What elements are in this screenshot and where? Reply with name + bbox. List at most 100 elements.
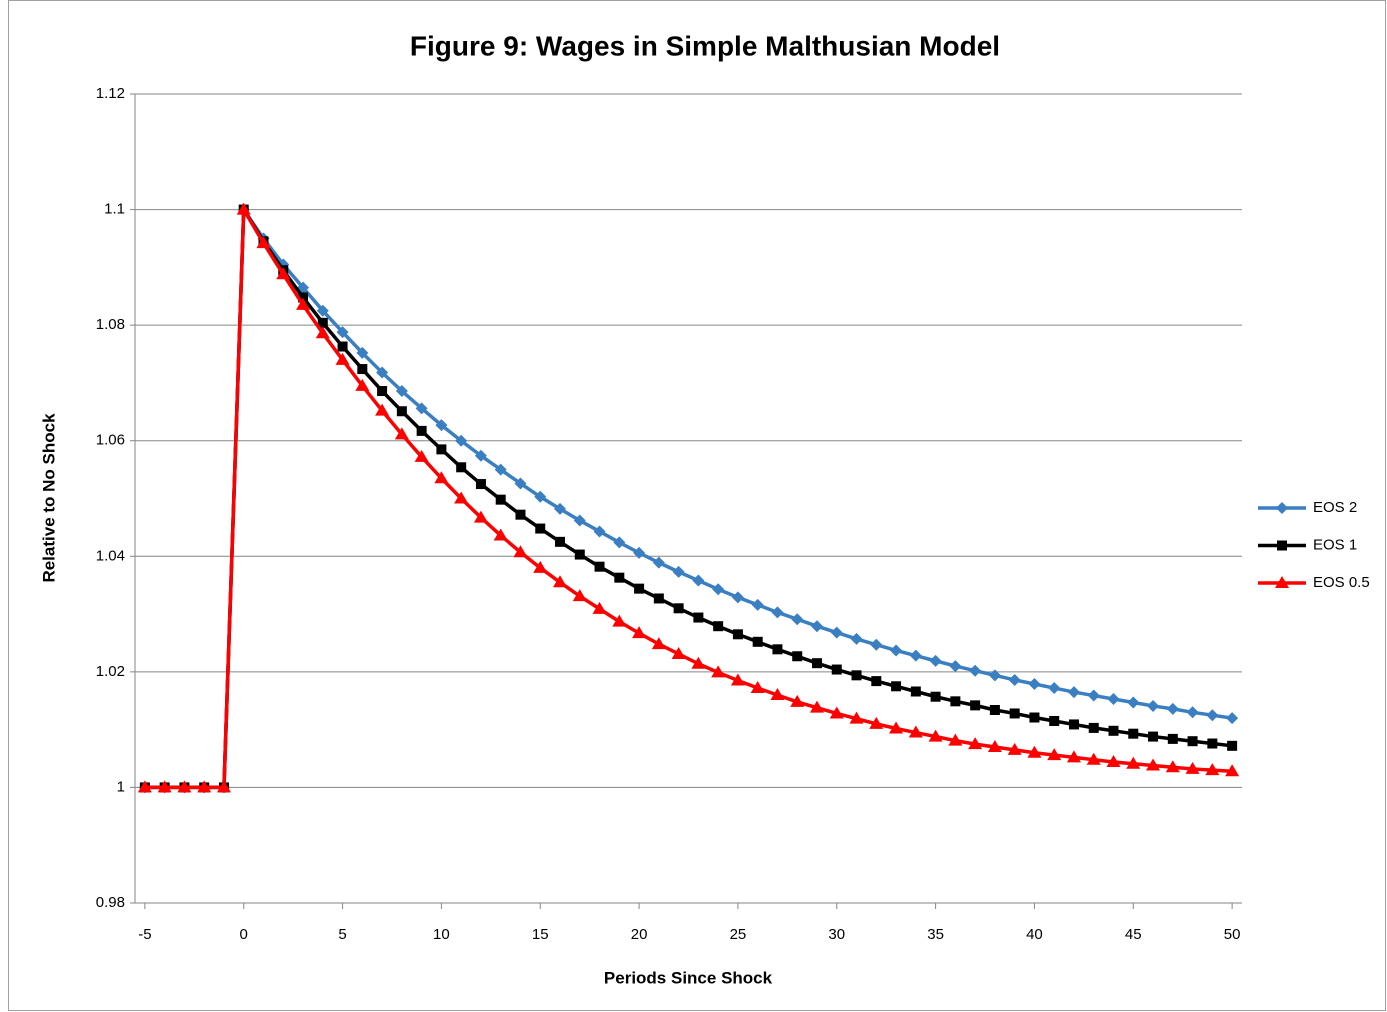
marker [869, 716, 884, 729]
marker [732, 629, 743, 640]
marker [672, 565, 685, 578]
marker [475, 479, 486, 490]
x-tick-label: 45 [1125, 926, 1142, 943]
marker [987, 739, 1002, 752]
marker [574, 549, 585, 560]
marker [137, 780, 152, 793]
marker [1007, 742, 1022, 755]
x-tick-label: 5 [338, 926, 346, 943]
marker [830, 626, 843, 639]
x-tick-label: 40 [1026, 926, 1043, 943]
x-tick-label: 30 [828, 926, 845, 943]
marker [177, 780, 192, 793]
marker [1067, 686, 1080, 699]
x-tick-label: -5 [138, 926, 151, 943]
marker [396, 406, 407, 417]
marker [652, 556, 665, 569]
marker [533, 560, 548, 573]
marker [593, 525, 606, 538]
marker [731, 591, 744, 604]
marker [791, 613, 804, 626]
marker [771, 606, 784, 619]
marker [1225, 764, 1240, 777]
marker [336, 326, 349, 339]
marker [1009, 708, 1020, 719]
marker [613, 536, 626, 549]
marker [693, 612, 704, 623]
marker [692, 574, 705, 587]
marker [495, 494, 506, 505]
marker [1166, 702, 1179, 715]
marker [395, 385, 408, 398]
marker [809, 700, 824, 713]
x-tick-label: 20 [631, 926, 648, 943]
chart-title: Figure 9: Wages in Simple Malthusian Mod… [410, 30, 1000, 61]
marker [414, 449, 429, 462]
marker [614, 572, 625, 583]
marker [1108, 725, 1119, 736]
marker [416, 425, 427, 436]
marker [1276, 502, 1288, 514]
marker [573, 514, 586, 527]
marker [415, 402, 428, 415]
x-tick-label: 50 [1224, 926, 1241, 943]
marker [216, 780, 231, 793]
marker [375, 403, 390, 416]
marker [772, 644, 783, 655]
y-tick-label: 0.98 [96, 894, 125, 911]
marker [871, 676, 882, 687]
y-axis-title: Relative to No Shock [39, 413, 58, 583]
marker [651, 637, 666, 650]
marker [713, 621, 724, 632]
marker [811, 658, 822, 669]
marker [891, 681, 902, 692]
marker [1106, 755, 1121, 768]
y-tick-label: 1.04 [96, 547, 125, 564]
marker [376, 366, 389, 379]
marker [851, 670, 862, 681]
marker [554, 502, 567, 515]
marker [514, 477, 527, 490]
legend-label: EOS 0.5 [1313, 574, 1370, 591]
marker [434, 471, 449, 484]
marker [1205, 763, 1220, 776]
marker [1206, 709, 1219, 722]
marker [950, 696, 961, 707]
marker [691, 656, 706, 669]
y-tick-label: 1.06 [96, 432, 125, 449]
marker [1027, 745, 1042, 758]
marker [1148, 731, 1159, 742]
marker [673, 603, 684, 614]
marker [910, 686, 921, 697]
marker [970, 700, 981, 711]
marker [435, 419, 448, 432]
marker [850, 632, 863, 645]
marker [1088, 722, 1099, 733]
marker [1167, 733, 1178, 744]
x-tick-label: 10 [433, 926, 450, 943]
marker [711, 665, 726, 678]
marker [1128, 728, 1139, 739]
marker [948, 733, 963, 746]
y-tick-label: 1.1 [104, 201, 125, 218]
marker [1028, 677, 1041, 690]
marker [632, 626, 647, 639]
marker [889, 721, 904, 734]
x-tick-label: 15 [532, 926, 549, 943]
marker [1008, 673, 1021, 686]
marker [989, 704, 1000, 715]
marker [1066, 750, 1081, 763]
y-tick-label: 1.12 [96, 85, 125, 102]
marker [870, 638, 883, 651]
marker [473, 510, 488, 523]
marker [1146, 758, 1161, 771]
marker [929, 654, 942, 667]
marker [592, 601, 607, 614]
marker [930, 691, 941, 702]
marker [849, 711, 864, 724]
marker [1187, 736, 1198, 747]
marker [1186, 706, 1199, 719]
marker [494, 463, 507, 476]
marker [357, 364, 368, 375]
